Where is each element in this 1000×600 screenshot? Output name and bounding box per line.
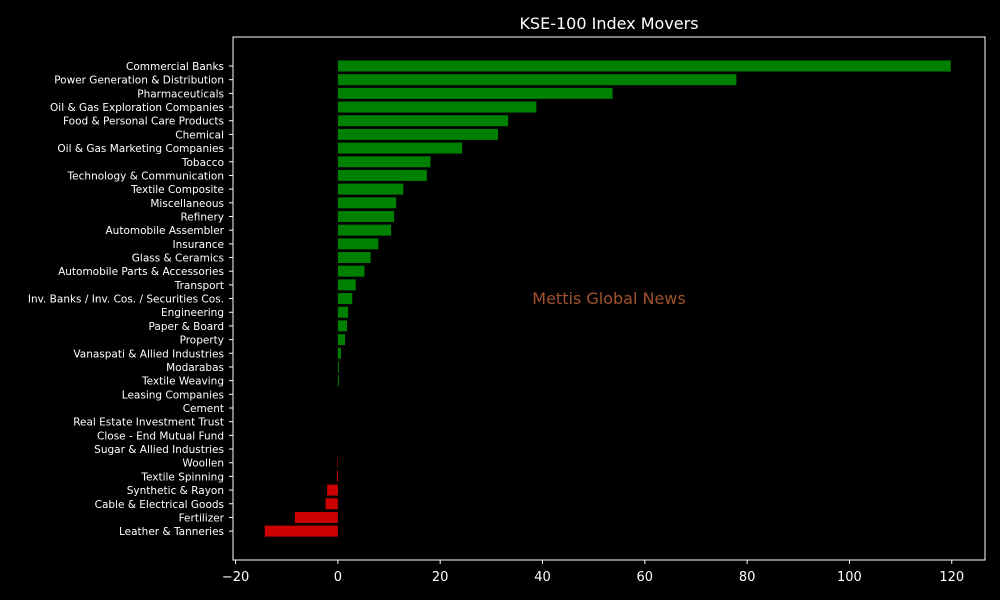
category-label: Tobacco (181, 157, 224, 169)
bar (337, 74, 737, 86)
category-label: Fertilizer (179, 512, 225, 524)
bar (337, 293, 353, 305)
category-label: Refinery (180, 211, 224, 223)
category-label: Oil & Gas Exploration Companies (50, 102, 224, 114)
x-tick-label: 40 (534, 570, 551, 585)
x-tick-label: 0 (334, 570, 342, 585)
bar (337, 101, 537, 113)
bar (337, 320, 348, 332)
bar (337, 156, 431, 168)
bar (294, 511, 338, 523)
category-label: Transport (174, 280, 224, 292)
category-label: Inv. Banks / Inv. Cos. / Securities Cos. (28, 294, 224, 306)
x-tick-label: 120 (939, 570, 964, 585)
bars-group (264, 60, 951, 537)
category-label: Cement (183, 403, 224, 415)
bar (337, 87, 613, 99)
x-tick-label: 60 (637, 570, 654, 585)
category-label: Leasing Companies (122, 389, 224, 401)
bar (337, 361, 339, 373)
category-label: Automobile Assembler (106, 225, 225, 237)
category-label: Glass & Ceramics (132, 253, 224, 265)
x-tick-label: −20 (222, 570, 249, 585)
category-label: Miscellaneous (150, 198, 224, 210)
bar (337, 238, 379, 250)
bar (337, 306, 349, 318)
bar (337, 224, 392, 236)
category-label: Paper & Board (149, 321, 224, 333)
category-label: Food & Personal Care Products (63, 116, 224, 128)
bar (337, 210, 395, 222)
bar (337, 457, 338, 469)
bar (337, 169, 427, 181)
category-label: Vanaspati & Allied Industries (73, 348, 224, 360)
category-label: Sugar & Allied Industries (94, 444, 224, 456)
category-label: Woollen (182, 458, 224, 470)
category-label: Textile Weaving (141, 376, 224, 388)
bar (264, 525, 338, 537)
bar (337, 115, 509, 127)
category-label: Commercial Banks (126, 61, 224, 73)
category-label: Pharmaceuticals (137, 88, 224, 100)
category-label: Chemical (175, 129, 224, 141)
x-tick-label: 80 (739, 570, 756, 585)
category-label: Leather & Tanneries (119, 526, 224, 538)
bar (337, 60, 951, 72)
category-label: Textile Composite (130, 184, 224, 196)
category-label: Engineering (161, 307, 224, 319)
category-label: Technology & Communication (67, 170, 224, 182)
category-label: Close - End Mutual Fund (97, 430, 224, 442)
category-label: Synthetic & Rayon (127, 485, 224, 497)
bar (336, 470, 338, 482)
x-axis: −20 0 20 40 60 80 100 120 (222, 560, 964, 585)
category-label: Property (180, 335, 224, 347)
bar (337, 347, 341, 359)
category-label: Cable & Electrical Goods (95, 499, 224, 511)
category-label: Automobile Parts & Accessories (58, 266, 224, 278)
category-label: Textile Spinning (140, 471, 224, 483)
chart-title: KSE-100 Index Movers (519, 14, 698, 33)
category-labels-group: Commercial Banks Power Generation & Distr… (28, 61, 233, 538)
bar (337, 128, 498, 140)
bar (337, 265, 365, 277)
bar (325, 498, 338, 510)
category-label: Power Generation & Distribution (54, 75, 224, 87)
bar (337, 375, 339, 387)
category-label: Modarabas (166, 362, 224, 374)
bar (337, 183, 404, 195)
bar (337, 197, 397, 209)
bar (337, 334, 346, 346)
bar (337, 142, 463, 154)
x-tick-label: 20 (432, 570, 449, 585)
plot-frame (232, 36, 986, 561)
bar (337, 279, 356, 291)
category-label: Insurance (172, 239, 224, 251)
bar (327, 484, 338, 496)
watermark: Mettis Global News (532, 289, 685, 308)
x-tick-label: 100 (837, 570, 862, 585)
category-label: Real Estate Investment Trust (73, 417, 224, 429)
bar (337, 252, 371, 264)
category-label: Oil & Gas Marketing Companies (57, 143, 224, 155)
